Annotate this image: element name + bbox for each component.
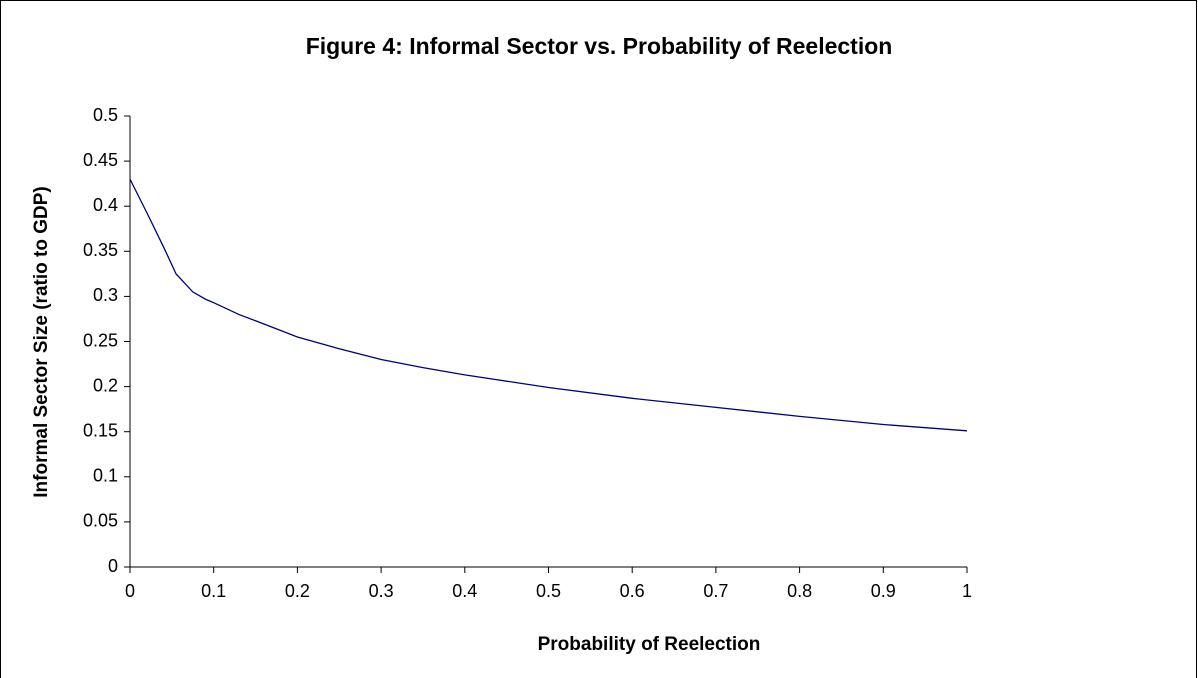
x-tick-label: 0.5: [536, 581, 561, 601]
y-tick-label: 0: [108, 556, 118, 576]
x-tick-label: 0.2: [285, 581, 310, 601]
y-axis-title: Informal Sector Size (ratio to GDP): [31, 186, 52, 497]
y-tick-label: 0.2: [93, 375, 118, 395]
data-line: [129, 178, 968, 432]
x-tick-label: 0.1: [201, 581, 226, 601]
x-tick-label: 0.8: [787, 581, 812, 601]
y-tick-label: 0.3: [93, 285, 118, 305]
x-tick-label: 0.7: [703, 581, 728, 601]
y-tick-label: 0.25: [83, 330, 118, 350]
y-tick-label: 0.45: [83, 150, 118, 170]
x-tick-label: 0.6: [620, 581, 645, 601]
y-tick-label: 0.4: [93, 195, 118, 215]
y-tick-label: 0.35: [83, 240, 118, 260]
y-tick-label: 0.05: [83, 511, 118, 531]
x-tick-label: 0.9: [871, 581, 896, 601]
x-tick-label: 0.4: [452, 581, 477, 601]
y-tick-label: 0.5: [93, 105, 118, 125]
x-tick-label: 1: [962, 581, 972, 601]
x-tick-label: 0: [125, 581, 135, 601]
x-tick-label: 0.3: [369, 581, 394, 601]
x-axis-title: Probability of Reelection: [538, 634, 761, 655]
chart-title: Figure 4: Informal Sector vs. Probabilit…: [306, 33, 893, 59]
y-tick-label: 0.15: [83, 420, 118, 440]
y-tick-label: 0.1: [93, 466, 118, 486]
